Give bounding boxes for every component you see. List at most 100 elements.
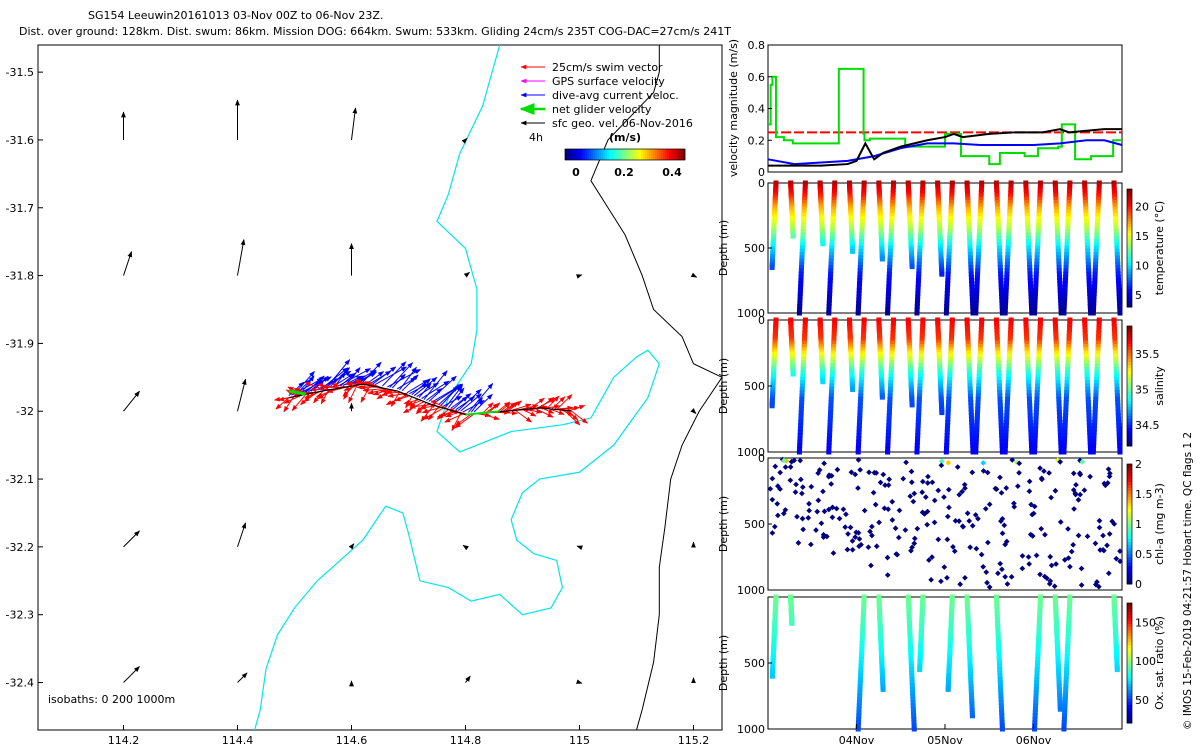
profile-point <box>909 673 915 679</box>
profile-point <box>996 363 1002 369</box>
profile-point <box>797 300 803 306</box>
geo-velocity-arrow <box>465 675 471 683</box>
profile-point <box>1033 423 1039 429</box>
profile-point <box>857 278 863 283</box>
y-tick-label: 0 <box>758 452 765 465</box>
profile-point <box>1024 343 1030 349</box>
profile-point <box>999 706 1005 712</box>
chl-point <box>788 458 795 465</box>
swim-vector <box>421 406 442 414</box>
profile-point <box>1055 383 1061 389</box>
profile-point <box>1003 426 1009 432</box>
profile-point <box>973 446 979 452</box>
profile-point <box>919 337 925 343</box>
profile-point <box>831 340 837 346</box>
profile-point <box>1087 433 1093 438</box>
profile-point <box>946 252 952 257</box>
profile-point <box>889 206 895 212</box>
profile-point <box>965 196 971 202</box>
profile-point <box>796 310 802 316</box>
profile-point <box>1092 278 1098 283</box>
profile-point <box>801 350 807 356</box>
profile-point <box>949 320 955 326</box>
profile-point <box>969 297 975 303</box>
profile-point <box>1112 347 1118 353</box>
profile-point <box>798 271 804 277</box>
profile-point <box>1096 183 1102 189</box>
profile-point <box>1067 183 1073 189</box>
profile-point <box>889 222 895 228</box>
chl-point <box>1026 488 1033 495</box>
profile-point <box>1083 347 1089 353</box>
profile-point <box>968 413 974 419</box>
profile-point <box>1065 222 1071 228</box>
profile-point <box>977 226 983 231</box>
profile-point <box>799 255 805 261</box>
chl-point <box>944 574 950 581</box>
profile-point <box>1008 183 1014 189</box>
colorbar-cell <box>635 149 638 160</box>
profile-point <box>1036 357 1042 363</box>
profile-point <box>888 370 894 376</box>
profile-point <box>944 442 950 448</box>
profile-point <box>1092 271 1098 277</box>
chl-point <box>980 563 986 570</box>
profile-point <box>1036 343 1042 349</box>
profile-point <box>915 281 921 287</box>
profile-point <box>1006 226 1012 231</box>
colorbar-cell <box>1127 530 1132 534</box>
colorbar-cell <box>1127 233 1132 237</box>
y-tick-label: 0 <box>758 166 765 179</box>
y-tick-label: 500 <box>744 380 765 393</box>
profile-point <box>1057 294 1063 300</box>
profile-point <box>802 183 808 189</box>
colorbar-cell <box>1127 206 1132 211</box>
profile-point <box>948 347 954 353</box>
profile-point <box>1054 363 1060 369</box>
profile-point <box>1087 436 1093 442</box>
profile-point <box>1085 248 1091 254</box>
profile-point <box>828 268 834 274</box>
profile-point <box>830 213 836 218</box>
colorbar-cell <box>1127 612 1132 616</box>
profile-point <box>1026 383 1032 389</box>
profile-point <box>1096 180 1102 186</box>
profile-point <box>946 255 952 261</box>
profile-point <box>1083 350 1089 356</box>
profile-point <box>1062 436 1068 442</box>
profile-point <box>1037 200 1043 205</box>
profile-point <box>964 180 970 186</box>
profile-point <box>1033 406 1039 412</box>
profile-point <box>978 343 984 349</box>
colorbar-cell <box>1127 627 1132 631</box>
profile-point <box>974 278 980 283</box>
profile-point <box>887 261 893 267</box>
profile-point <box>1113 370 1119 376</box>
profile-point <box>1028 300 1034 306</box>
colorbar-cell <box>1127 660 1132 664</box>
profile-point <box>1037 604 1043 610</box>
chl-point <box>962 574 968 581</box>
profile-point <box>1006 363 1012 369</box>
profile-point <box>1007 203 1013 209</box>
profile-point <box>1084 242 1090 248</box>
colorbar-cell <box>1127 377 1132 381</box>
profile-point <box>968 268 974 274</box>
chl-point <box>843 511 849 518</box>
colorbar-cell <box>1127 518 1132 522</box>
chl-point <box>855 485 861 491</box>
y-tick-label: 1000 <box>737 307 765 320</box>
colorbar-cell <box>617 149 620 160</box>
profile-point <box>857 690 863 696</box>
profile-point <box>920 183 926 189</box>
profile-point <box>947 376 953 382</box>
profile-point <box>1037 190 1043 196</box>
profile-point <box>1033 278 1039 283</box>
profile-point <box>826 446 832 452</box>
profile-point <box>797 287 803 293</box>
profile-point <box>861 187 867 192</box>
profile-point <box>1036 222 1042 228</box>
colorbar-cell <box>1127 711 1132 715</box>
profile-point <box>1032 710 1038 715</box>
